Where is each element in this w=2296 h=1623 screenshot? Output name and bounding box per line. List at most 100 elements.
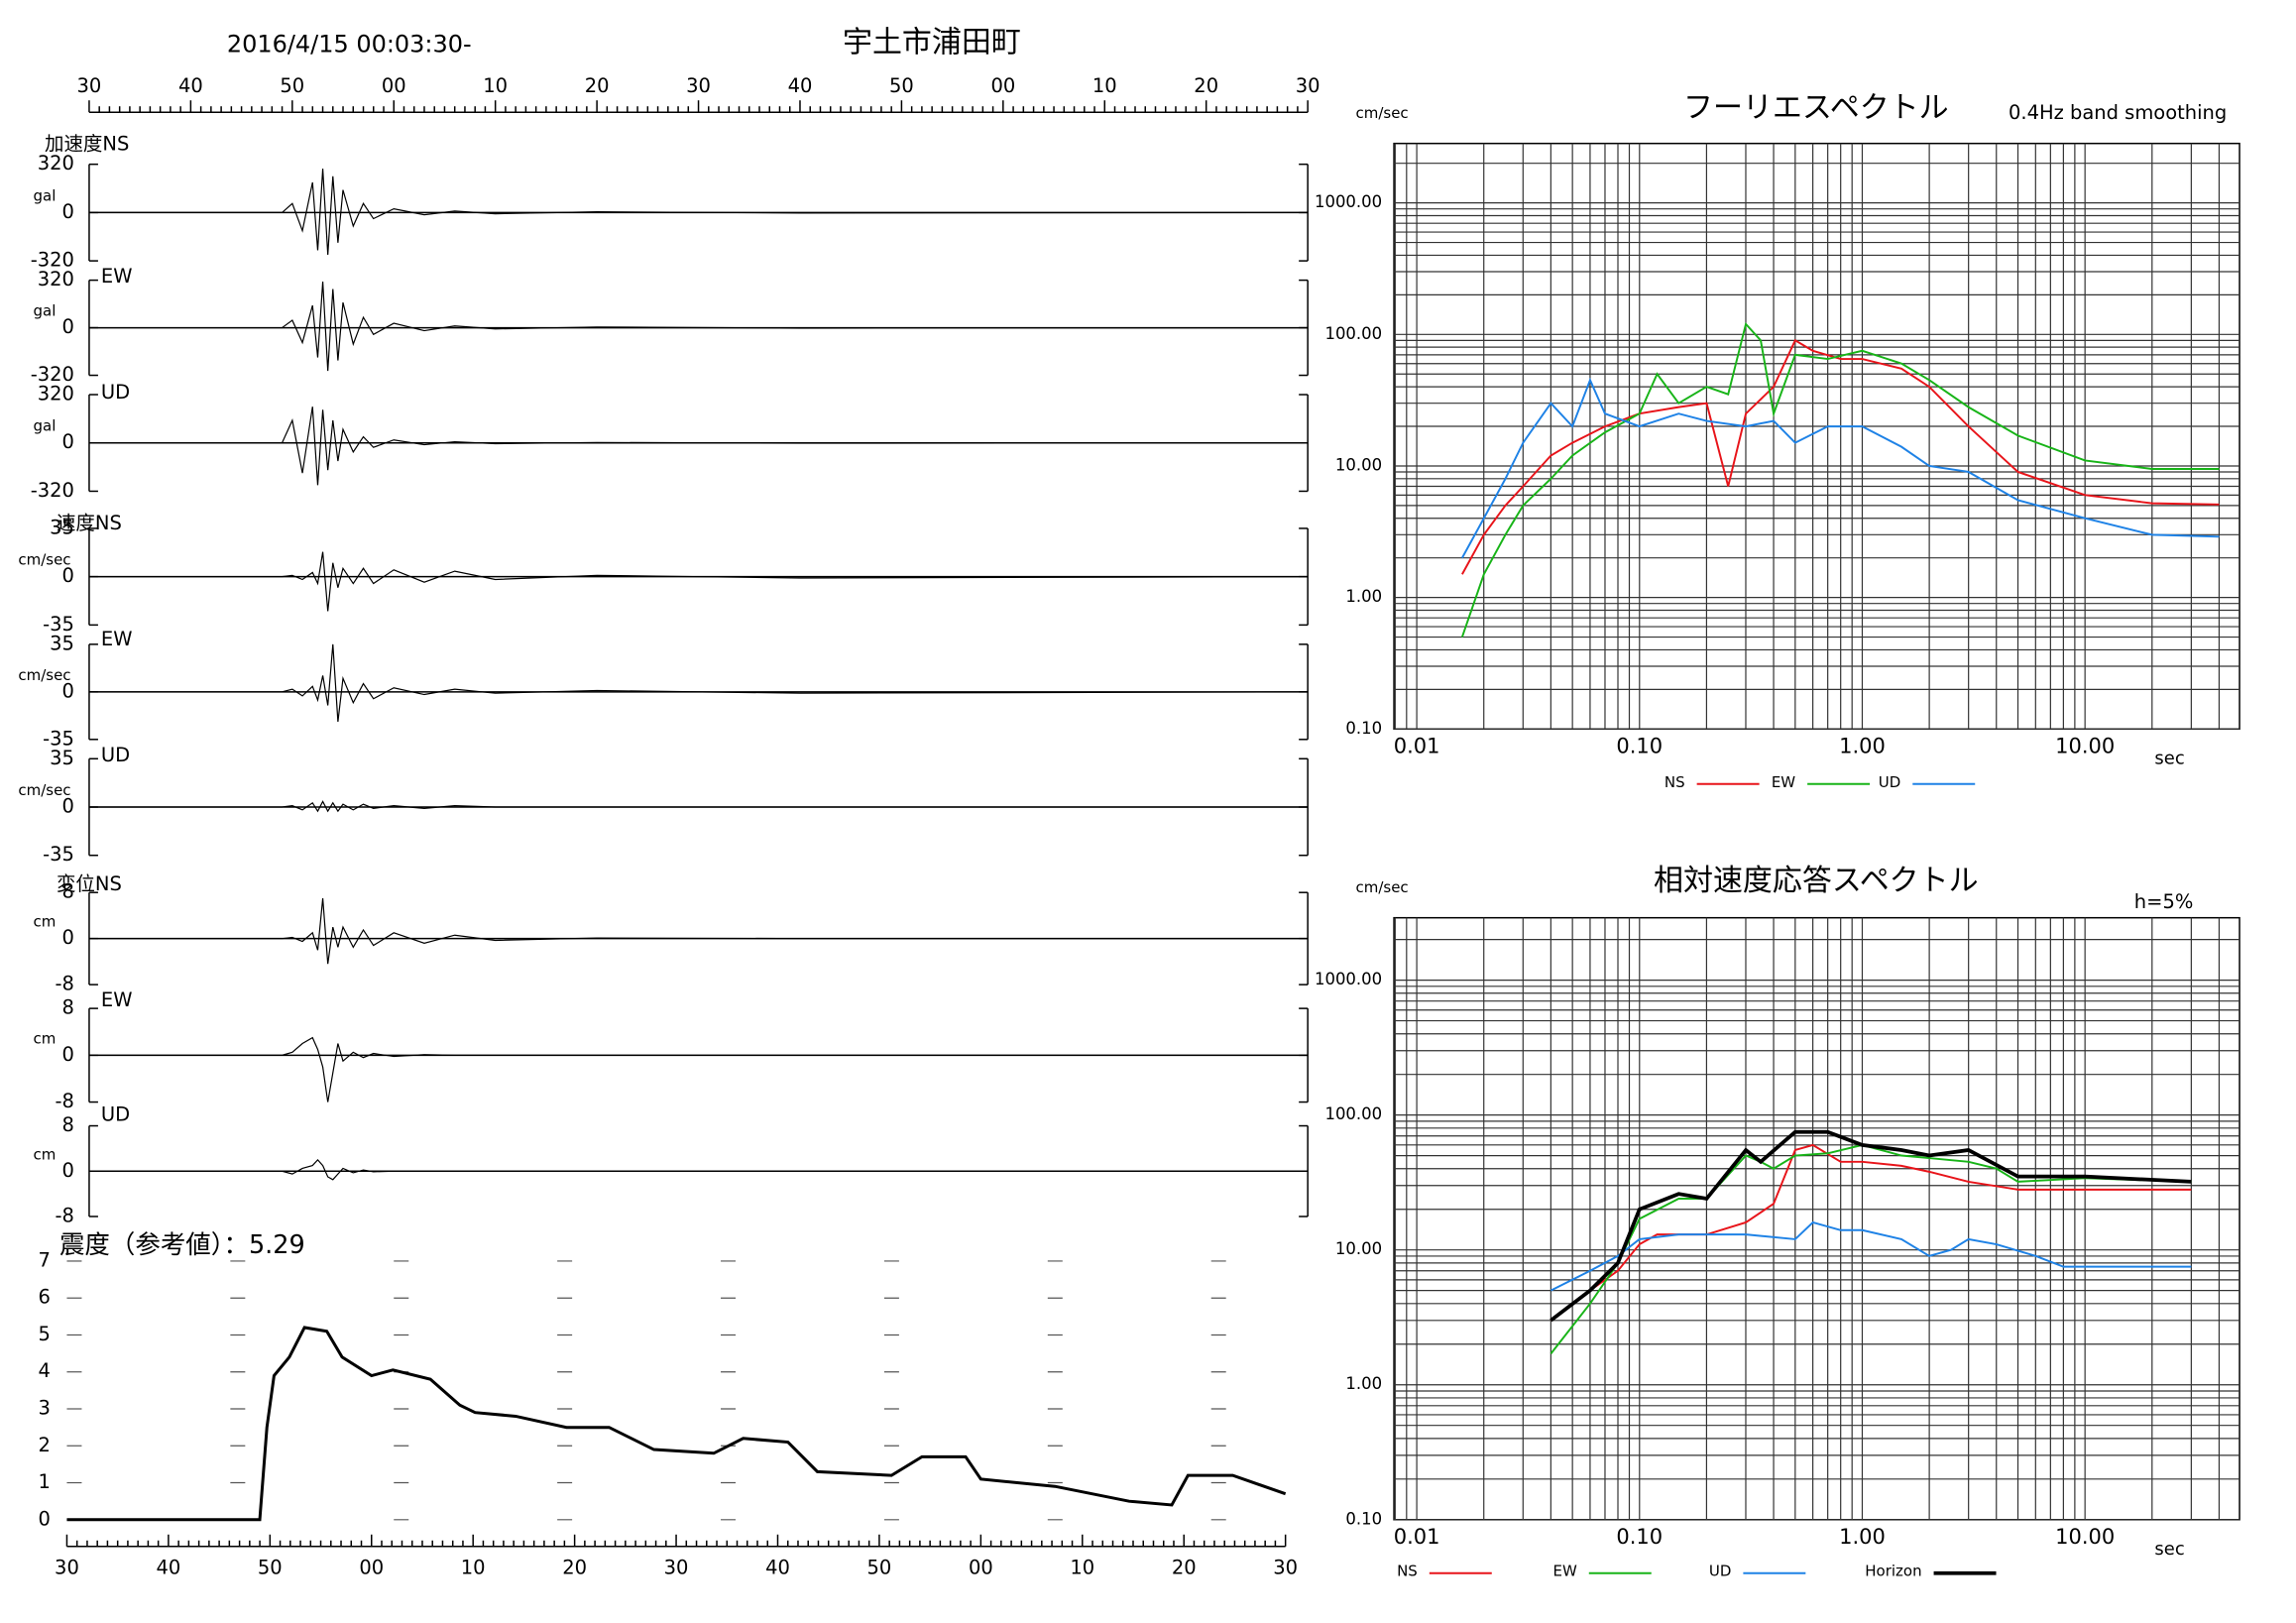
spectrum-line [1550, 1220, 2192, 1292]
x-tick-label: 10 [1070, 1557, 1094, 1579]
x-tick-label: 40 [156, 1557, 180, 1579]
y-tick-label: 1000.00 [1315, 192, 1382, 211]
x-tick-label: 20 [585, 74, 610, 97]
legend-label: Horizon [1865, 1563, 1921, 1580]
x-tick-label: 00 [990, 74, 1015, 97]
x-tick-label: 30 [1296, 74, 1320, 97]
y-tick-label: 320 [38, 152, 74, 174]
y-tick-label: 35 [50, 632, 74, 654]
waveform [88, 406, 1309, 486]
y-tick-label: 0 [62, 564, 74, 587]
y-tick-label: 320 [38, 268, 74, 290]
y-tick-label: -320 [31, 249, 74, 272]
panel-title: EW [101, 988, 133, 1011]
unit-label: cm/sec [18, 666, 70, 684]
spectrum-line [1460, 321, 2220, 638]
y-tick-label: 10.00 [1335, 1239, 1382, 1258]
y-axis-unit: cm/sec [1356, 878, 1409, 896]
spectrum-line [1550, 1143, 2192, 1354]
x-tick-label: 40 [178, 74, 203, 97]
spectrum-line [1461, 377, 2220, 559]
waveform [88, 800, 1309, 813]
legend-label: UD [1879, 773, 1901, 791]
legend-label: EW [1552, 1563, 1576, 1580]
y-tick-label: 100.00 [1324, 324, 1382, 343]
x-tick-label: 30 [1273, 1557, 1298, 1579]
x-tick-label: 30 [664, 1557, 689, 1579]
waveform [88, 1036, 1309, 1102]
y-tick-label: 0 [62, 926, 74, 949]
y-tick-label: -320 [31, 363, 74, 386]
waveform [88, 643, 1309, 723]
waveform [88, 1158, 1309, 1181]
y-tick-label: 1000.00 [1315, 970, 1382, 988]
unit-label: cm [34, 913, 57, 931]
y-tick-label: 8 [62, 996, 74, 1019]
x-tick-label: 30 [55, 1557, 79, 1579]
chart-subtitle: 0.4Hz band smoothing [2009, 101, 2227, 124]
y-tick-label: 10.00 [1335, 455, 1382, 474]
plot-frame [1393, 916, 2240, 1521]
waveform [88, 282, 1309, 372]
y-tick-label: 35 [50, 516, 74, 538]
y-tick-label: 35 [50, 747, 74, 769]
unit-label: cm/sec [18, 551, 70, 569]
y-tick-label: -8 [56, 973, 74, 995]
legend-label: NS [1665, 773, 1685, 791]
spectrum-line [1461, 338, 2220, 575]
y-tick-label: 320 [38, 383, 74, 406]
x-tick-label: 50 [258, 1557, 283, 1579]
x-axis-unit: sec [2154, 1539, 2184, 1560]
y-tick-label: 0 [62, 200, 74, 223]
waveform [88, 897, 1309, 965]
x-tick-label: 1.00 [1839, 1525, 1886, 1549]
panel-title: UD [101, 381, 130, 404]
y-tick-label: -35 [43, 613, 74, 636]
x-tick-label: 10 [1092, 74, 1117, 97]
panel-title: EW [101, 628, 133, 650]
chart-title: 相対速度応答スペクトル [1654, 864, 1979, 898]
y-tick-label: 0 [62, 795, 74, 818]
x-tick-label: 50 [867, 1557, 892, 1579]
y-tick-label: 3 [39, 1397, 51, 1420]
x-tick-label: 20 [1172, 1557, 1197, 1579]
panel-title: 加速度NS [45, 133, 129, 156]
unit-label: gal [34, 302, 57, 320]
x-tick-label: 0.01 [1394, 1525, 1440, 1549]
y-tick-label: 0 [62, 1159, 74, 1182]
chart-title: フーリエスペクトル [1683, 91, 1949, 126]
x-tick-label: 30 [77, 74, 102, 97]
x-tick-label: 1.00 [1839, 734, 1886, 757]
waveform [88, 169, 1309, 256]
plot-frame [1393, 142, 2240, 731]
y-tick-label: -8 [56, 1090, 74, 1112]
legend-label: EW [1772, 773, 1795, 791]
intensity-line [66, 1326, 1287, 1522]
x-tick-label: 00 [969, 1557, 993, 1579]
intensity-title: 震度（参考値）：5.29 [59, 1230, 305, 1260]
legend-label: UD [1709, 1563, 1732, 1580]
x-tick-label: 00 [382, 74, 406, 97]
panel-title: 変位NS [57, 872, 122, 895]
x-axis-unit: sec [2154, 748, 2184, 768]
y-tick-label: 0 [62, 315, 74, 338]
x-tick-label: 00 [359, 1557, 384, 1579]
y-tick-label: 0 [62, 679, 74, 702]
y-tick-label: 1.00 [1345, 587, 1382, 606]
y-tick-label: -320 [31, 479, 74, 502]
station-name: 宇土市浦田町 [843, 26, 1021, 60]
x-tick-label: 20 [562, 1557, 587, 1579]
x-tick-label: 0.10 [1616, 734, 1663, 757]
panel-title: EW [101, 265, 133, 288]
x-tick-label: 30 [686, 74, 711, 97]
y-tick-label: 0 [62, 1043, 74, 1066]
y-tick-label: 8 [62, 1113, 74, 1136]
y-tick-label: 0 [62, 430, 74, 453]
unit-label: gal [34, 186, 57, 204]
y-tick-label: 1 [39, 1470, 51, 1493]
unit-label: cm/sec [18, 781, 70, 799]
unit-label: cm [34, 1029, 57, 1047]
waveform [88, 551, 1309, 612]
spectrum-line [1550, 1143, 2192, 1322]
